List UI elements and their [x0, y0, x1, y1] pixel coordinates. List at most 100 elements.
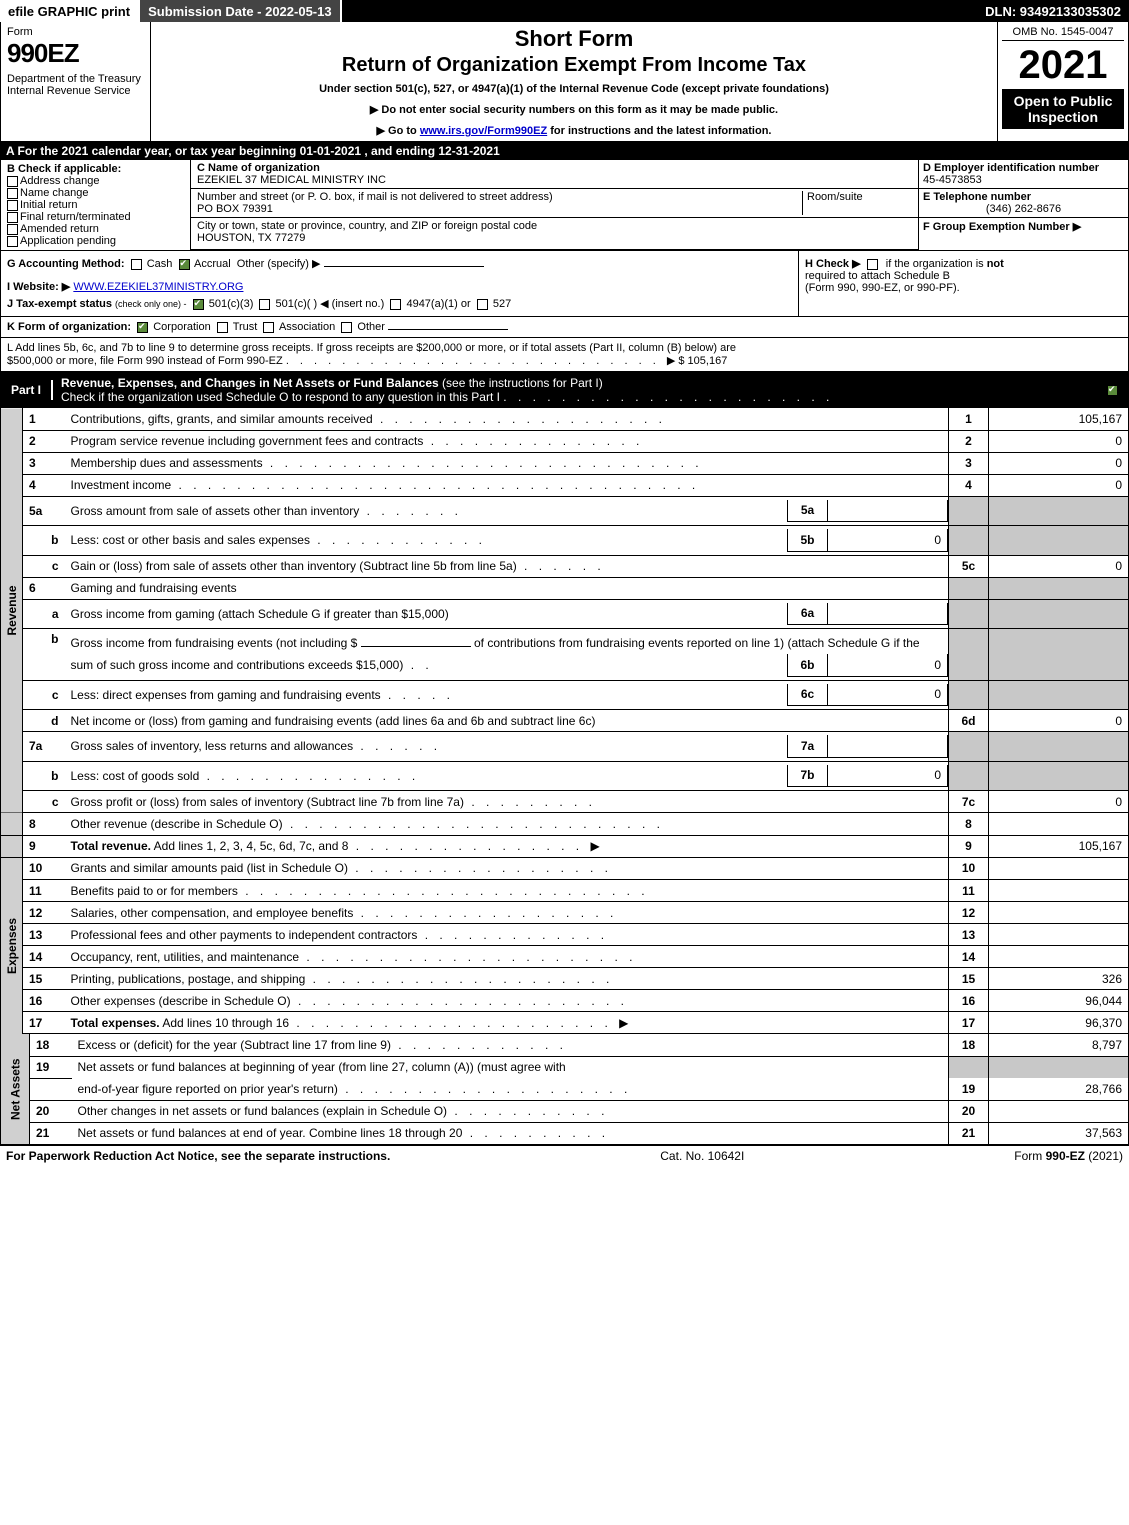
line-6d-val: 0 [989, 710, 1129, 732]
h-section: H Check ▶ if the organization is not req… [798, 251, 1128, 316]
line-17-desc: Add lines 10 through 16 [160, 1016, 289, 1030]
top-bar: efile GRAPHIC print Submission Date - 20… [0, 0, 1129, 22]
chk-accrual[interactable] [179, 259, 190, 270]
section-c: C Name of organization EZEKIEL 37 MEDICA… [191, 160, 918, 250]
part1-header: Part I Revenue, Expenses, and Changes in… [0, 372, 1129, 408]
line-l: L Add lines 5b, 6c, and 7b to line 9 to … [0, 338, 1129, 372]
line-13-desc: Professional fees and other payments to … [71, 928, 418, 942]
line-7a-subnum: 7a [788, 735, 828, 757]
chk-part1-scho[interactable] [1107, 385, 1118, 396]
line-k: K Form of organization: Corporation Trus… [0, 317, 1129, 338]
f-group-row: F Group Exemption Number ▶ [919, 218, 1128, 235]
line-20-desc: Other changes in net assets or fund bala… [78, 1104, 448, 1118]
e-label: E Telephone number [923, 191, 1031, 203]
ein-value: 45-4573853 [923, 174, 982, 186]
chk-527[interactable] [477, 299, 488, 310]
line-20-val [989, 1100, 1129, 1122]
c-city-row: City or town, state or province, country… [191, 218, 918, 246]
chk-application-pending[interactable]: Application pending [7, 235, 184, 247]
line-5b-subval: 0 [828, 529, 948, 551]
section-ghij: G Accounting Method: Cash Accrual Other … [0, 251, 1129, 317]
ghij-left: G Accounting Method: Cash Accrual Other … [1, 251, 798, 316]
line-1-val: 105,167 [989, 408, 1129, 430]
chk-501c3[interactable] [193, 299, 204, 310]
line-6b-post: sum of such gross income and contributio… [71, 658, 404, 672]
form-number: 990EZ [7, 38, 144, 69]
chk-h[interactable] [867, 259, 878, 270]
irs-link[interactable]: www.irs.gov/Form990EZ [420, 125, 547, 137]
line-6d-desc: Net income or (loss) from gaming and fun… [71, 714, 596, 728]
line-6b-subnum: 6b [788, 654, 828, 676]
tax-year: 2021 [1002, 45, 1124, 85]
line-11-val [989, 880, 1129, 902]
omb-number: OMB No. 1545-0047 [1002, 26, 1124, 41]
line-6b-subval: 0 [828, 654, 948, 676]
phone-value: (346) 262-8676 [923, 203, 1124, 215]
line-12-val [989, 902, 1129, 924]
line-6c-desc: Less: direct expenses from gaming and fu… [71, 688, 381, 702]
line-5b-desc: Less: cost or other basis and sales expe… [71, 533, 310, 547]
chk-name-change[interactable]: Name change [7, 187, 184, 199]
website-link[interactable]: WWW.EZEKIEL37MINISTRY.ORG [73, 281, 243, 293]
g-accounting-row: G Accounting Method: Cash Accrual Other … [7, 257, 792, 270]
chk-other[interactable] [341, 322, 352, 333]
chk-address-change[interactable]: Address change [7, 175, 184, 187]
title-short-form: Short Form [159, 26, 989, 52]
instr-goto: ▶ Go to www.irs.gov/Form990EZ for instru… [159, 124, 989, 137]
line-3-val: 0 [989, 452, 1129, 474]
i-website-row: I Website: ▶ WWW.EZEKIEL37MINISTRY.ORG [7, 280, 792, 293]
revenue-table: Revenue 1 Contributions, gifts, grants, … [0, 408, 1129, 813]
line-10-desc: Grants and similar amounts paid (list in… [71, 861, 348, 875]
c-city-label: City or town, state or province, country… [197, 220, 537, 232]
line-6a-desc: Gross income from gaming (attach Schedul… [71, 607, 449, 621]
h-text3: (Form 990, 990-EZ, or 990-PF). [805, 282, 960, 294]
netassets-side-label: Net Assets [1, 1034, 30, 1144]
form-word: Form [7, 26, 144, 38]
line-17-bold: Total expenses. [71, 1016, 160, 1030]
line-18-val: 8,797 [989, 1034, 1129, 1056]
instr-goto-prefix: ▶ Go to [377, 125, 420, 137]
line-21-desc: Net assets or fund balances at end of ye… [78, 1126, 463, 1140]
dln-label: DLN: 93492133035302 [977, 0, 1129, 22]
chk-cash[interactable] [131, 259, 142, 270]
line-15-val: 326 [989, 968, 1129, 990]
line-17-val: 96,370 [989, 1012, 1129, 1034]
line-7b-subnum: 7b [788, 765, 828, 787]
line-7c-desc: Gross profit or (loss) from sales of inv… [71, 795, 464, 809]
chk-initial-return[interactable]: Initial return [7, 199, 184, 211]
chk-trust[interactable] [217, 322, 228, 333]
expenses-table: Expenses 10 Grants and similar amounts p… [0, 858, 1129, 1035]
line-14-desc: Occupancy, rent, utilities, and maintena… [71, 950, 300, 964]
org-name: EZEKIEL 37 MEDICAL MINISTRY INC [197, 174, 386, 186]
line-6b-mid: of contributions from fundraising events… [474, 636, 920, 650]
line-6b-pre: Gross income from fundraising events (no… [71, 636, 358, 650]
efile-print-label[interactable]: efile GRAPHIC print [0, 0, 140, 22]
l-text-a: L Add lines 5b, 6c, and 7b to line 9 to … [7, 342, 736, 354]
j-note: (check only one) - [115, 299, 187, 309]
g-other-label: Other (specify) ▶ [237, 258, 321, 270]
dept-label: Department of the Treasury Internal Reve… [7, 73, 144, 97]
footer-mid: Cat. No. 10642I [660, 1149, 744, 1163]
line-21-val: 37,563 [989, 1122, 1129, 1144]
line-10-val [989, 858, 1129, 880]
line-9-desc: Add lines 1, 2, 3, 4, 5c, 6d, 7c, and 8 [151, 839, 348, 853]
chk-final-return[interactable]: Final return/terminated [7, 211, 184, 223]
chk-amended-return[interactable]: Amended return [7, 223, 184, 235]
line-4-val: 0 [989, 474, 1129, 496]
line-9-bold: Total revenue. [71, 839, 151, 853]
revenue-table-2: 8 Other revenue (describe in Schedule O)… [0, 813, 1129, 858]
line-8-val [989, 813, 1129, 835]
line-6c-subnum: 6c [788, 684, 828, 706]
line-13-val [989, 924, 1129, 946]
chk-4947[interactable] [390, 299, 401, 310]
part1-title: Revenue, Expenses, and Changes in Net As… [53, 373, 1099, 407]
section-b-checkboxes: B Check if applicable: Address change Na… [1, 160, 191, 250]
line-19a-desc: Net assets or fund balances at beginning… [78, 1060, 566, 1074]
e-phone-row: E Telephone number (346) 262-8676 [919, 189, 1128, 218]
c-name-label: C Name of organization [197, 162, 320, 174]
chk-assoc[interactable] [263, 322, 274, 333]
chk-501c[interactable] [259, 299, 270, 310]
page-footer: For Paperwork Reduction Act Notice, see … [0, 1145, 1129, 1166]
line-a: A For the 2021 calendar year, or tax yea… [0, 142, 1129, 160]
chk-corp[interactable] [137, 322, 148, 333]
